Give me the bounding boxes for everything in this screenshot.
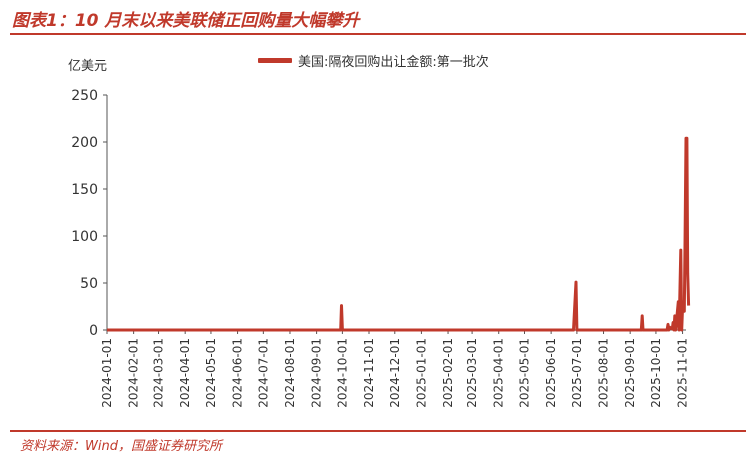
chart-title: 图表1：10 月末以来美联储正回购量大幅攀升 <box>12 11 360 31</box>
y-tick-label: 250 <box>71 88 98 104</box>
x-tick-label: 2024-02-01 <box>127 338 141 408</box>
x-tick-label: 2025-04-01 <box>492 338 506 408</box>
x-tick-label: 2025-08-01 <box>597 338 611 408</box>
x-tick-label: 2024-03-01 <box>152 338 166 408</box>
x-tick-label: 2024-01-01 <box>100 338 114 408</box>
x-tick-label: 2024-08-01 <box>283 338 297 408</box>
x-tick-label: 2025-01-01 <box>414 338 428 408</box>
title-divider <box>10 33 746 35</box>
footer-divider <box>10 430 746 432</box>
x-tick-label: 2024-11-01 <box>362 338 376 408</box>
x-tick-label: 2025-06-01 <box>544 338 558 408</box>
x-tick-label: 2025-11-01 <box>676 338 690 408</box>
y-tick-label: 150 <box>71 182 98 198</box>
x-tick-label: 2024-10-01 <box>335 338 349 408</box>
legend-swatch <box>258 58 292 63</box>
series-line <box>107 136 691 332</box>
x-tick-label: 2024-07-01 <box>256 338 270 408</box>
source-note: 资料来源：Wind，国盛证券研究所 <box>20 439 222 454</box>
x-tick-label: 2024-06-01 <box>231 338 245 408</box>
legend: 美国:隔夜回购出让金额:第一批次 <box>258 51 489 70</box>
x-tick-label: 2025-05-01 <box>517 338 531 408</box>
x-tick-label: 2025-09-01 <box>623 338 637 408</box>
x-tick-label: 2024-09-01 <box>310 338 324 408</box>
x-tick-label: 2024-05-01 <box>204 338 218 408</box>
x-tick-label: 2025-02-01 <box>441 338 455 408</box>
legend-label: 美国:隔夜回购出让金额:第一批次 <box>298 55 489 70</box>
y-axis-unit-label: 亿美元 <box>68 59 108 74</box>
x-tick-label: 2024-04-01 <box>178 338 192 408</box>
x-tick-label: 2025-03-01 <box>465 338 479 408</box>
y-tick-label: 50 <box>80 276 98 292</box>
x-tick-label: 2024-12-01 <box>388 338 402 408</box>
x-tick-label: 2025-07-01 <box>570 338 584 408</box>
y-tick-label: 0 <box>89 323 98 339</box>
x-tick-label: 2025-10-01 <box>649 338 663 408</box>
chart-svg: 0 50 100 150 200 250 2024-01-01 2024-02-01 2024-… <box>71 88 691 408</box>
y-tick-label: 200 <box>71 135 98 151</box>
y-tick-label: 100 <box>71 229 98 245</box>
